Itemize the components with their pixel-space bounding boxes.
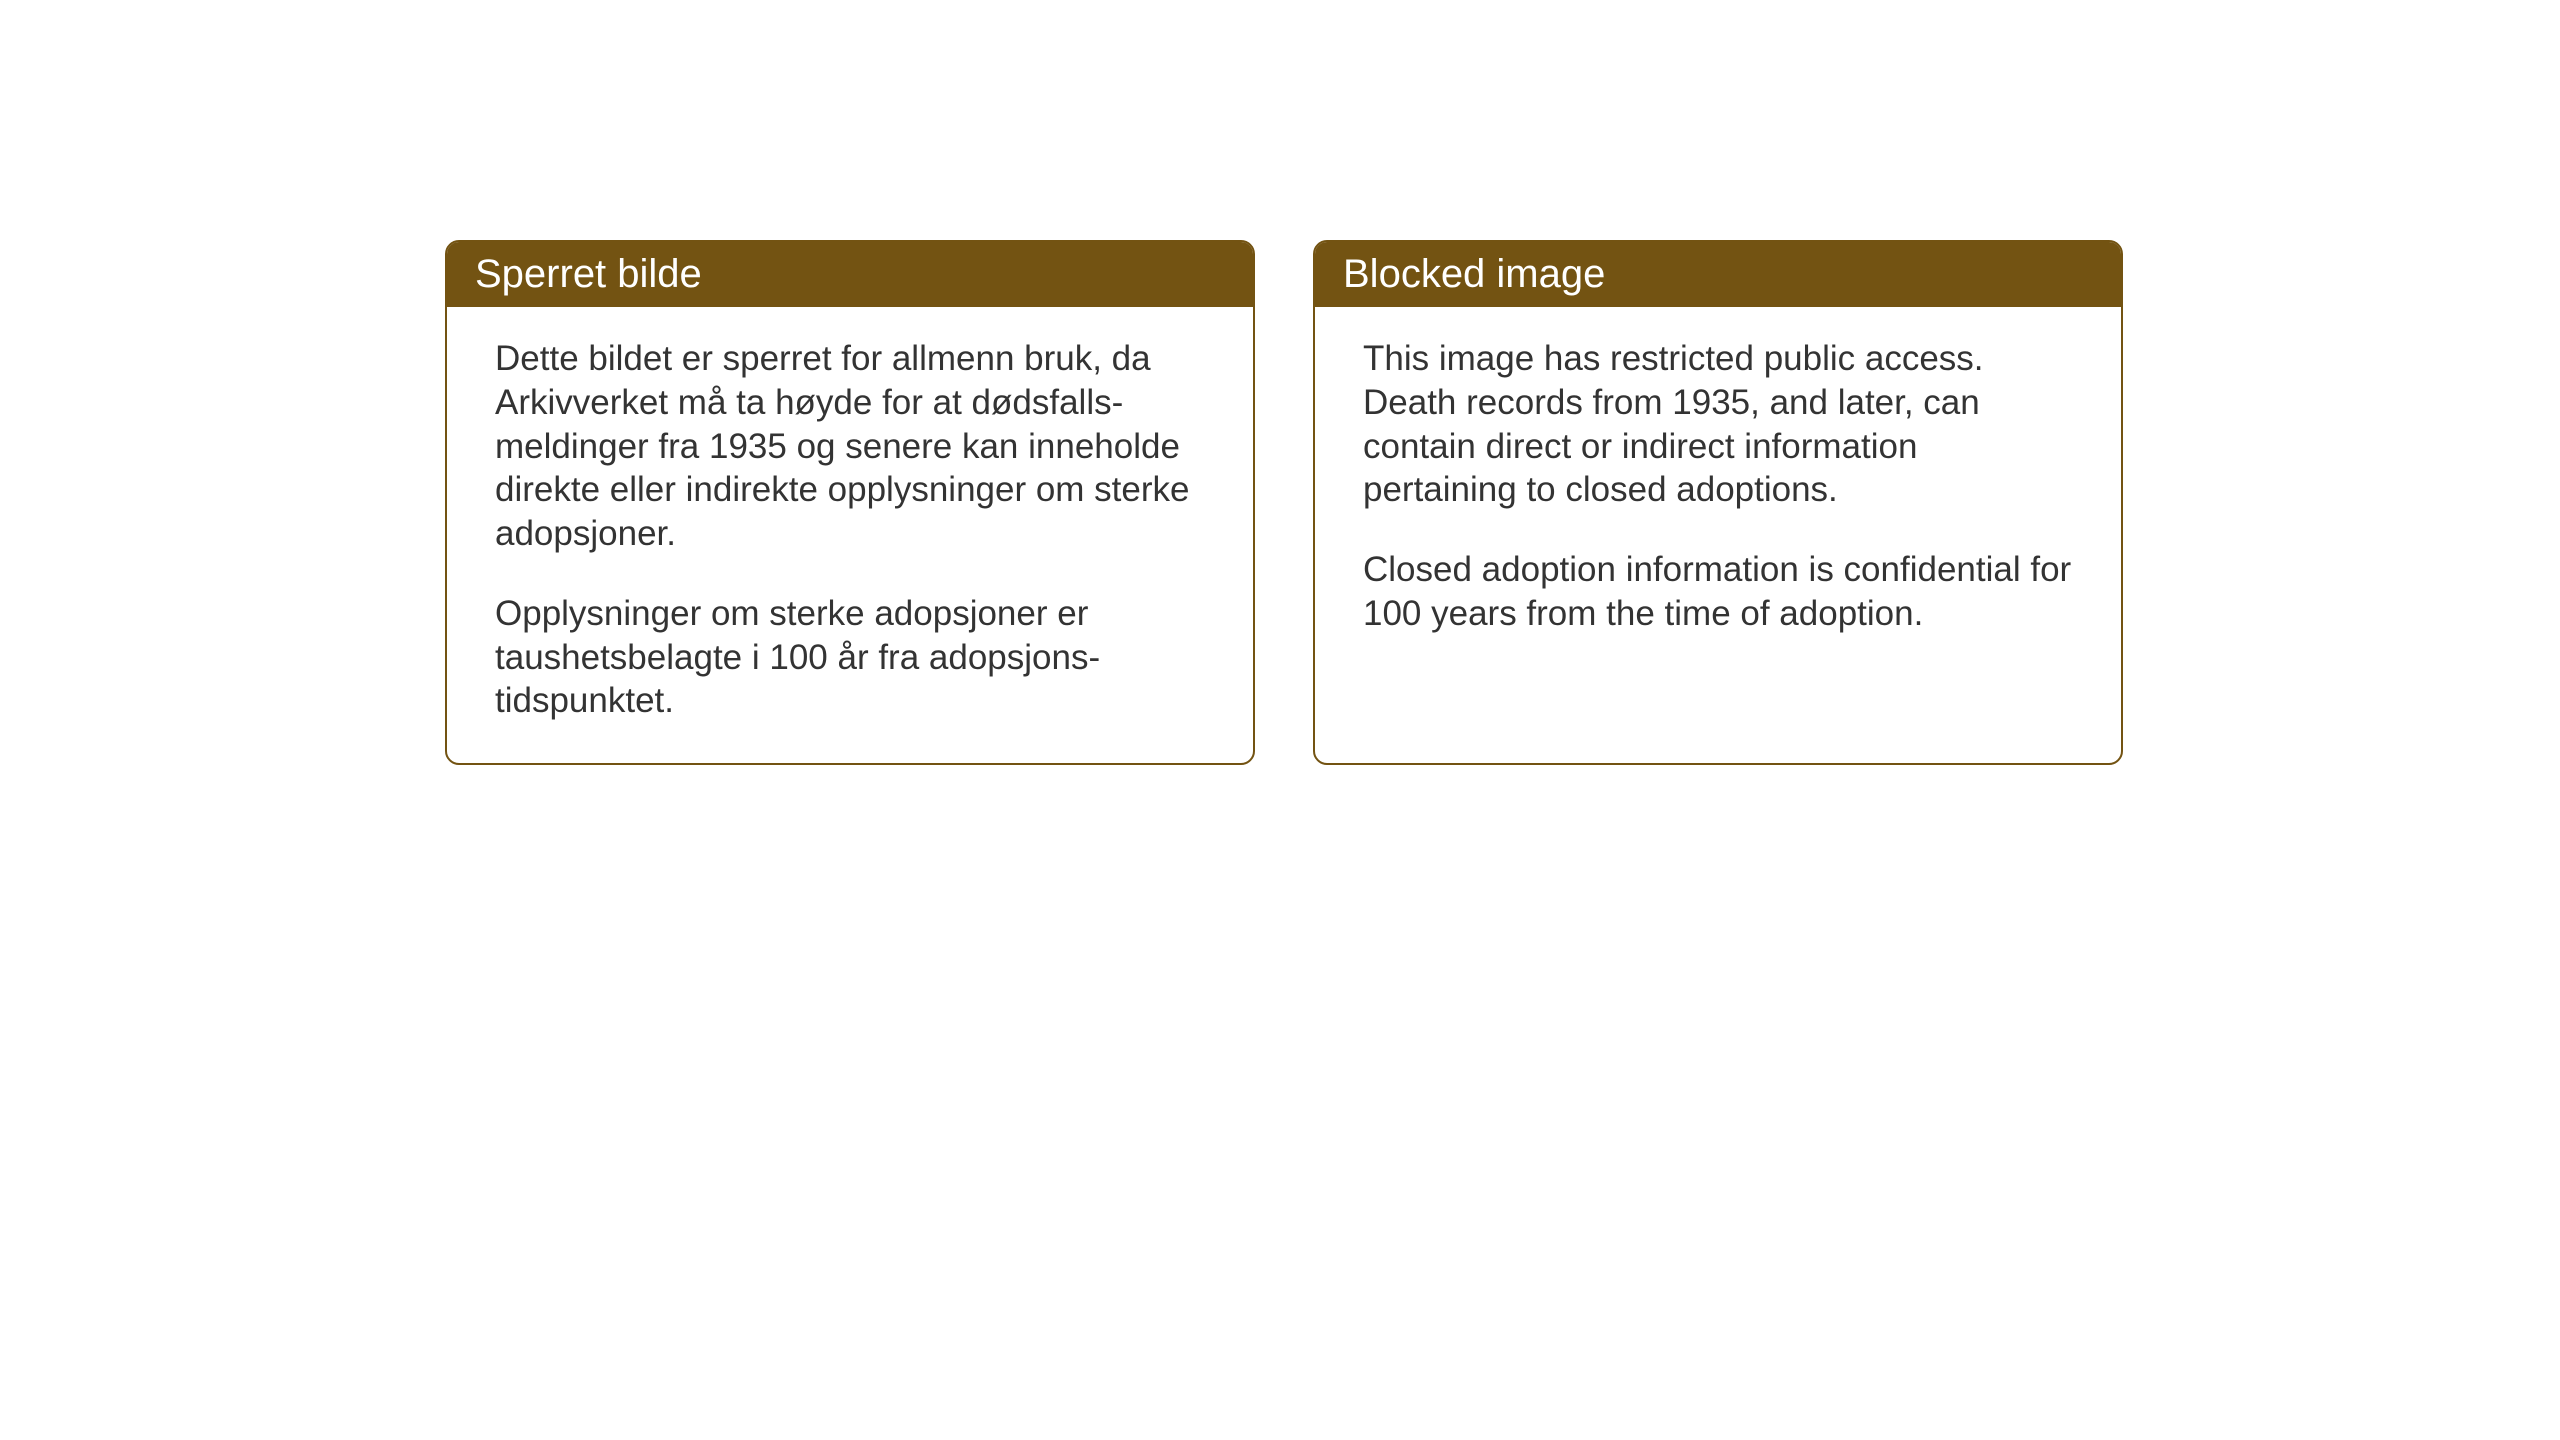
english-card-body: This image has restricted public access.… (1315, 307, 2121, 676)
norwegian-paragraph-2: Opplysninger om sterke adopsjoner er tau… (495, 592, 1205, 723)
norwegian-paragraph-1: Dette bildet er sperret for allmenn bruk… (495, 337, 1205, 556)
notice-container: Sperret bilde Dette bildet er sperret fo… (445, 240, 2123, 765)
norwegian-card-body: Dette bildet er sperret for allmenn bruk… (447, 307, 1253, 763)
english-paragraph-2: Closed adoption information is confident… (1363, 548, 2073, 636)
norwegian-notice-card: Sperret bilde Dette bildet er sperret fo… (445, 240, 1255, 765)
english-card-title: Blocked image (1315, 242, 2121, 307)
english-paragraph-1: This image has restricted public access.… (1363, 337, 2073, 512)
english-notice-card: Blocked image This image has restricted … (1313, 240, 2123, 765)
norwegian-card-title: Sperret bilde (447, 242, 1253, 307)
